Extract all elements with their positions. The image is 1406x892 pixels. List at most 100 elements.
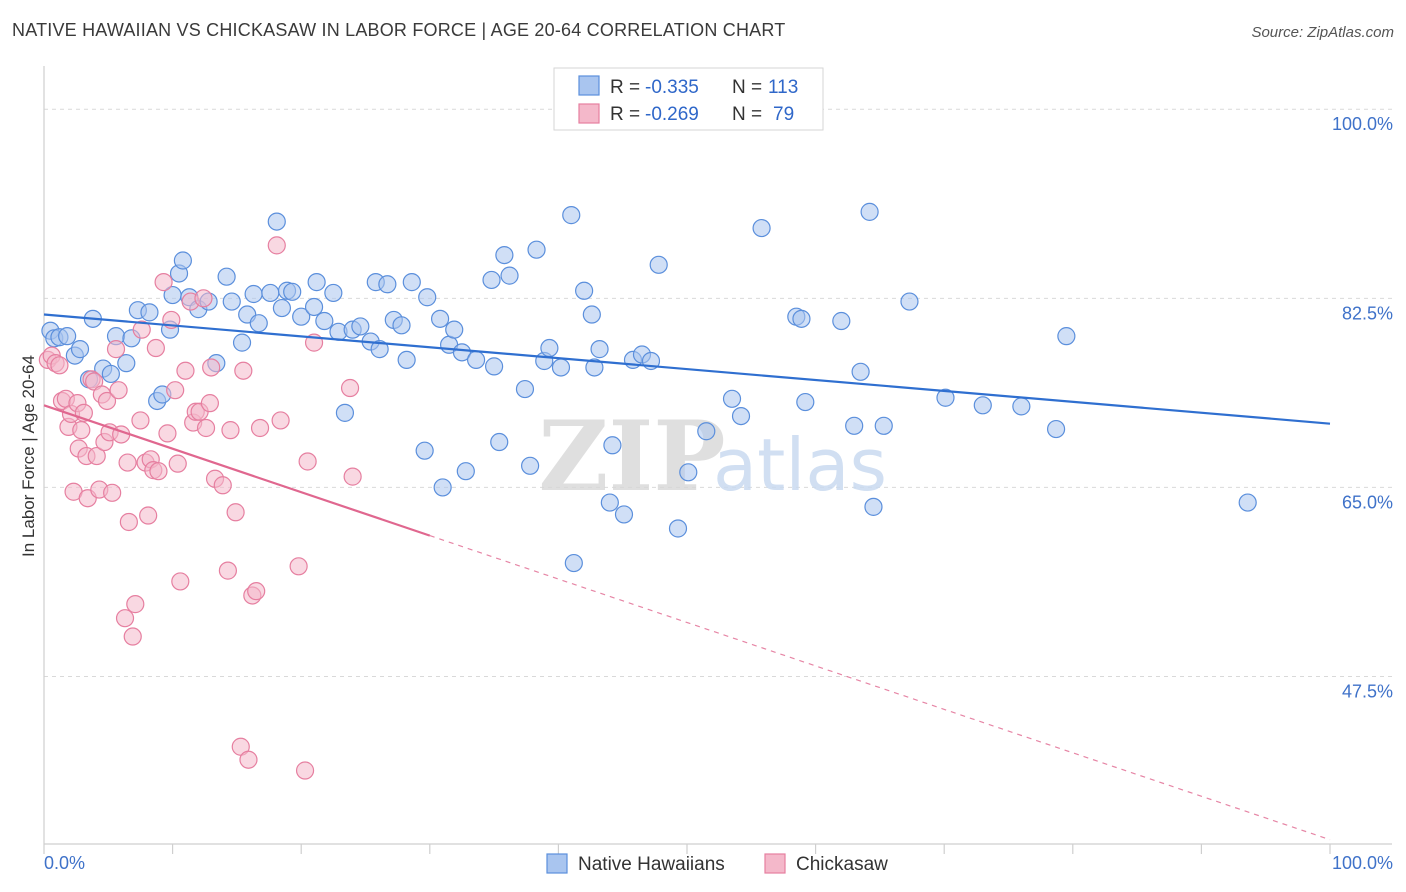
point-pink-41 bbox=[158, 424, 177, 443]
point-blue-35 bbox=[283, 282, 302, 301]
point-blue-20 bbox=[173, 251, 192, 270]
bottom-legend-label-native-hawaiians: Native Hawaiians bbox=[578, 854, 725, 875]
point-blue-9 bbox=[101, 364, 120, 384]
point-pink-39 bbox=[149, 462, 168, 481]
legend-n-value-blue: 113 bbox=[768, 77, 798, 98]
point-blue-100 bbox=[874, 416, 893, 435]
point-blue-58 bbox=[445, 320, 464, 339]
point-blue-96 bbox=[845, 416, 864, 435]
legend-swatch-blue bbox=[578, 75, 600, 96]
point-pink-65 bbox=[250, 418, 270, 438]
point-blue-106 bbox=[1057, 327, 1076, 346]
point-blue-97 bbox=[851, 362, 870, 381]
x-tick-label-max: 100.0% bbox=[1332, 853, 1393, 873]
point-pink-54 bbox=[202, 358, 221, 377]
point-pink-25 bbox=[109, 381, 128, 400]
point-pink-73 bbox=[343, 467, 362, 486]
point-pink-31 bbox=[126, 595, 145, 614]
point-blue-90 bbox=[731, 407, 751, 426]
point-blue-3 bbox=[58, 327, 77, 346]
chart-title: NATIVE HAWAIIAN VS CHICKASAW IN LABOR FO… bbox=[12, 20, 786, 40]
point-pink-46 bbox=[176, 361, 195, 380]
point-blue-26 bbox=[222, 292, 241, 311]
correlation-legend: R = -0.335 N = 113 R = -0.269 N = 79 bbox=[553, 67, 824, 131]
point-pink-24 bbox=[106, 340, 126, 359]
trend-line-pink bbox=[43, 404, 431, 537]
bottom-legend-label-chickasaw: Chickasaw bbox=[796, 854, 888, 875]
point-blue-78 bbox=[590, 340, 609, 359]
chart-source: Source: ZipAtlas.com bbox=[1251, 24, 1394, 41]
point-blue-80 bbox=[603, 436, 622, 455]
point-blue-54 bbox=[418, 288, 437, 307]
point-blue-29 bbox=[244, 284, 263, 304]
point-pink-33 bbox=[132, 320, 151, 339]
point-pink-59 bbox=[226, 503, 245, 522]
point-pink-44 bbox=[168, 454, 187, 473]
series-native-hawaiians bbox=[41, 202, 1257, 573]
point-blue-88 bbox=[697, 422, 716, 441]
point-blue-69 bbox=[527, 240, 546, 259]
point-blue-102 bbox=[936, 388, 955, 407]
point-blue-89 bbox=[722, 389, 742, 408]
point-blue-71 bbox=[540, 338, 559, 358]
y-tick-labels: 47.5% 65.0% 82.5% 100.0% bbox=[1332, 114, 1393, 701]
point-blue-75 bbox=[575, 281, 594, 300]
y-tick-label-3: 100.0% bbox=[1332, 114, 1393, 134]
point-blue-85 bbox=[649, 255, 668, 274]
point-blue-36 bbox=[292, 307, 311, 326]
point-blue-91 bbox=[752, 218, 771, 238]
point-blue-63 bbox=[485, 357, 504, 376]
point-blue-74 bbox=[564, 553, 583, 573]
point-blue-51 bbox=[397, 350, 416, 370]
point-blue-52 bbox=[402, 273, 421, 292]
point-pink-43 bbox=[166, 381, 185, 400]
bottom-legend-swatch-chickasaw bbox=[764, 853, 786, 874]
point-blue-39 bbox=[315, 311, 334, 331]
point-pink-69 bbox=[295, 761, 315, 780]
point-pink-28 bbox=[118, 453, 137, 472]
point-blue-56 bbox=[433, 478, 452, 497]
point-blue-33 bbox=[272, 298, 292, 318]
legend-r-value-blue: -0.335 bbox=[645, 77, 699, 98]
point-blue-42 bbox=[335, 403, 355, 422]
point-blue-64 bbox=[490, 432, 509, 452]
point-pink-66 bbox=[267, 236, 286, 255]
point-blue-40 bbox=[324, 283, 343, 303]
point-blue-60 bbox=[456, 462, 475, 481]
point-blue-37 bbox=[304, 297, 324, 317]
bottom-legend-swatch-native-hawaiians bbox=[546, 853, 568, 874]
point-pink-21 bbox=[97, 391, 117, 411]
point-pink-35 bbox=[139, 506, 158, 525]
point-pink-23 bbox=[103, 483, 122, 502]
point-pink-27 bbox=[115, 609, 135, 628]
point-pink-38 bbox=[146, 338, 165, 358]
point-blue-103 bbox=[973, 396, 992, 415]
point-blue-86 bbox=[668, 519, 688, 538]
watermark-atlas: atlas bbox=[713, 423, 887, 507]
point-pink-40 bbox=[154, 273, 173, 292]
point-blue-76 bbox=[582, 305, 601, 324]
point-blue-44 bbox=[351, 317, 370, 336]
legend-r-value-pink: -0.269 bbox=[645, 104, 699, 125]
trend-lines bbox=[43, 313, 1331, 841]
point-blue-101 bbox=[900, 292, 919, 311]
point-blue-61 bbox=[466, 350, 486, 370]
y-tick-label-2: 82.5% bbox=[1342, 303, 1393, 323]
point-pink-53 bbox=[200, 394, 219, 413]
point-blue-62 bbox=[482, 270, 501, 290]
point-blue-48 bbox=[378, 275, 397, 294]
point-blue-95 bbox=[832, 311, 851, 331]
legend-n-value-pink: 79 bbox=[773, 104, 794, 125]
watermark: ZIP atlas bbox=[538, 400, 887, 513]
point-blue-104 bbox=[1012, 397, 1031, 416]
y-tick-label-1: 65.0% bbox=[1342, 492, 1393, 512]
point-pink-30 bbox=[123, 627, 142, 646]
point-pink-72 bbox=[340, 378, 360, 398]
point-blue-50 bbox=[392, 316, 411, 335]
point-pink-62 bbox=[239, 750, 258, 769]
point-blue-11 bbox=[117, 354, 136, 373]
axes bbox=[43, 66, 1392, 854]
point-blue-47 bbox=[370, 340, 389, 359]
point-pink-45 bbox=[171, 572, 190, 591]
